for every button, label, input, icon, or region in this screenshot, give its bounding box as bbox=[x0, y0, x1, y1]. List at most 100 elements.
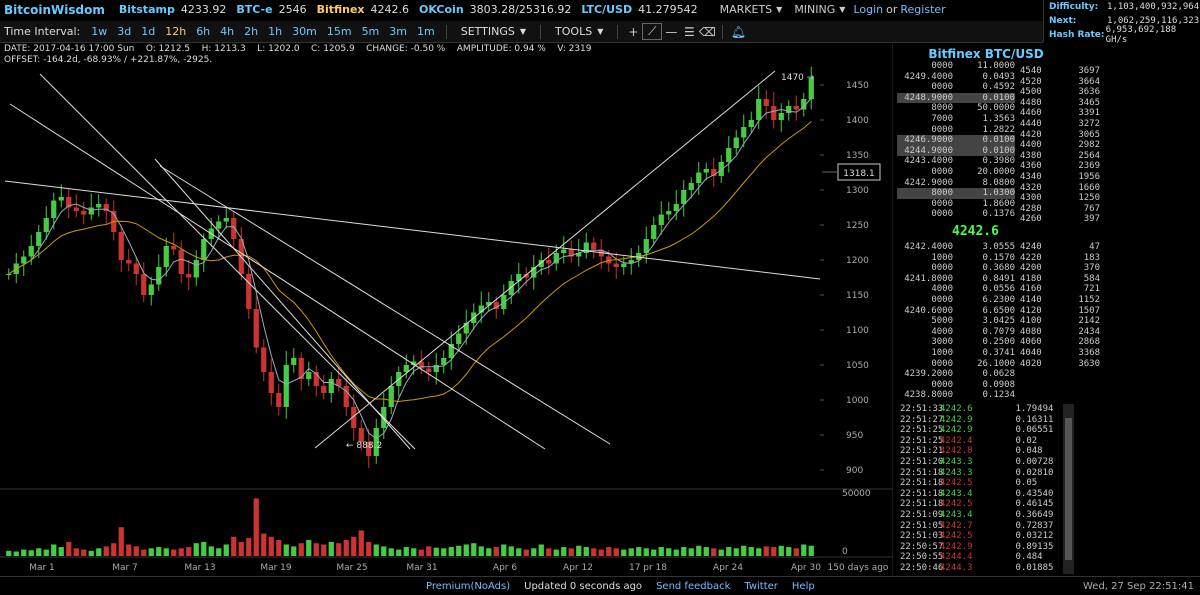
interval-1m[interactable]: 1m bbox=[417, 25, 435, 38]
y-tick-label: 1400 bbox=[846, 116, 869, 126]
interval-4h[interactable]: 4h bbox=[220, 25, 235, 38]
markets-menu[interactable]: MARKETS ▼ bbox=[719, 3, 783, 16]
trade-time: 22:51:03 bbox=[900, 531, 944, 542]
interval-30m[interactable]: 30m bbox=[292, 25, 317, 38]
price-chart[interactable]: 1450 1400 1350 1300 1250 1200 1150 1100 1050 1000… bbox=[0, 44, 893, 576]
y-tick-label: 1050 bbox=[846, 361, 869, 371]
interval-12h[interactable]: 12h bbox=[165, 25, 187, 38]
candle-body bbox=[508, 281, 514, 295]
trend-line bbox=[9, 103, 546, 450]
chart-grid bbox=[0, 44, 893, 576]
scrollbar-thumb[interactable] bbox=[1065, 418, 1072, 560]
help-link[interactable]: Help bbox=[791, 580, 815, 592]
eraser-tool-icon[interactable]: ⌫ bbox=[698, 24, 716, 39]
trade-price: 4242.6 bbox=[940, 404, 973, 414]
interval-1h[interactable]: 1h bbox=[268, 25, 283, 38]
candle-body bbox=[298, 358, 304, 379]
candle-body bbox=[163, 246, 169, 267]
depth-level-price: 4480 bbox=[1020, 97, 1042, 108]
tools-menu[interactable]: TOOLS ▼ bbox=[555, 25, 604, 38]
orderbook-row: 0000 0.3680 bbox=[897, 263, 1015, 274]
interval-2h[interactable]: 2h bbox=[244, 25, 259, 38]
depth-level-sum: 370 bbox=[1083, 263, 1100, 274]
exchange-ticker[interactable]: Bitfinex 4242.6 bbox=[317, 3, 409, 16]
trade-amount: 0.72837 bbox=[1015, 520, 1054, 531]
volume-bar bbox=[441, 548, 447, 556]
depth-level-price: 4400 bbox=[1020, 140, 1042, 151]
offset-line: OFFSET: -164.2d, -68.93% / +221.87%, -29… bbox=[4, 55, 213, 65]
login-link[interactable]: Login bbox=[853, 3, 884, 16]
span-label: 150 days ago bbox=[828, 563, 889, 573]
trade-row: 22:50:55 4244.4 0.484 bbox=[897, 552, 1073, 563]
exchange-ticker[interactable]: Bitstamp 4233.92 bbox=[119, 3, 226, 16]
orderbook-price: 8000 bbox=[897, 188, 953, 199]
trade-row: 22:51:05 4242.7 0.72837 bbox=[897, 521, 1073, 532]
twitter-link[interactable]: Twitter bbox=[744, 580, 778, 592]
interval-15m[interactable]: 15m bbox=[326, 25, 352, 38]
candle-body bbox=[343, 386, 349, 407]
depth-level-row: 4380 2564 bbox=[1016, 151, 1100, 162]
orderbook-row: 4000 0.0556 bbox=[897, 284, 1015, 295]
trade-row: 22:51:18 4243.3 0.02810 bbox=[897, 468, 1073, 479]
interval-5m[interactable]: 5m bbox=[361, 25, 380, 38]
orderbook-row: 4241.8000 0.8491 bbox=[897, 274, 1015, 285]
candle-body bbox=[268, 372, 274, 393]
exchange-ticker[interactable]: OKCoin 3803.28/25316.92 bbox=[419, 3, 571, 16]
interval-6h[interactable]: 6h bbox=[196, 25, 211, 38]
interval-3m[interactable]: 3m bbox=[389, 25, 407, 38]
y-tick-label: 1100 bbox=[846, 326, 869, 336]
trend-line bbox=[4, 180, 821, 280]
depth-level-price: 4240 bbox=[1020, 242, 1042, 252]
candle-body bbox=[373, 428, 379, 456]
candle-body bbox=[178, 249, 184, 274]
interval-1d[interactable]: 1d bbox=[141, 25, 156, 38]
depth-level-price: 4100 bbox=[1020, 316, 1042, 327]
trades-scrollbar[interactable] bbox=[1063, 404, 1074, 574]
difficulty-value: 1,103,400,932,964 bbox=[1107, 2, 1200, 12]
volume-bar bbox=[666, 548, 672, 556]
candle-body bbox=[276, 393, 282, 407]
orderbook-title: Bitfinex BTC/USD bbox=[928, 47, 1044, 61]
depth-level-row: 4220 183 bbox=[1016, 253, 1100, 264]
exchange-ticker[interactable]: BTC-e 2546 bbox=[236, 3, 306, 16]
trade-time: 22:51:18 bbox=[900, 499, 944, 510]
volume-bar bbox=[658, 547, 664, 556]
premium-link[interactable]: Premium(NoAds) bbox=[426, 580, 511, 592]
depth-level-row: 4240 47 bbox=[1016, 242, 1100, 253]
orderbook-amount: 0.1234 bbox=[982, 390, 1015, 401]
volume-bar bbox=[418, 549, 424, 556]
candle-body bbox=[156, 267, 162, 285]
depth-level-price: 4060 bbox=[1020, 337, 1042, 348]
depth-level-price: 4380 bbox=[1020, 150, 1042, 161]
crosshair-tool-icon[interactable]: + bbox=[628, 24, 639, 39]
exchange-ticker[interactable]: LTC/USD 41.279542 bbox=[581, 3, 697, 16]
orderbook-row: 4248.9000 0.0100 bbox=[897, 92, 1015, 104]
line-tool-icon[interactable]: ⟋ bbox=[642, 23, 663, 40]
depth-level-price: 4500 bbox=[1020, 87, 1042, 98]
alert-bell-icon[interactable]: 🔔︎ bbox=[730, 24, 746, 39]
orderbook-row: 8000 1.0300 bbox=[897, 188, 1015, 199]
interval-1w[interactable]: 1w bbox=[91, 25, 108, 38]
fib-tool-icon[interactable]: ☰ bbox=[683, 24, 695, 39]
volume-bar bbox=[283, 544, 289, 556]
brand-logo[interactable]: BitcoinWisdom bbox=[4, 2, 105, 17]
hline-tool-icon[interactable]: — bbox=[665, 24, 678, 39]
candle-body bbox=[561, 249, 567, 253]
trade-amount: 0.03212 bbox=[1015, 531, 1054, 542]
depth-level-sum: 584 bbox=[1083, 273, 1100, 284]
register-link[interactable]: Register bbox=[900, 3, 946, 16]
candle-body bbox=[643, 239, 649, 253]
candle-body bbox=[433, 365, 439, 372]
feedback-link[interactable]: Send feedback bbox=[656, 580, 731, 592]
orderbook-price: 4000 bbox=[931, 326, 953, 337]
axis-labels: 1450 1400 1350 1300 1250 1200 1150 1100 1050 1000… bbox=[29, 73, 889, 573]
settings-menu[interactable]: SETTINGS ▼ bbox=[460, 25, 527, 38]
trade-price: 4244.4 bbox=[940, 552, 973, 563]
mining-menu[interactable]: MINING ▼ bbox=[794, 3, 846, 16]
depth-level-row: 4200 370 bbox=[1016, 263, 1100, 274]
interval-3d[interactable]: 3d bbox=[117, 25, 132, 38]
depth-level-sum: 2369 bbox=[1078, 161, 1100, 172]
trade-amount: 0.02 bbox=[1015, 435, 1038, 446]
orderbook-amount: 26.1000 bbox=[977, 358, 1015, 369]
trade-amount: 1.79494 bbox=[1015, 404, 1054, 414]
